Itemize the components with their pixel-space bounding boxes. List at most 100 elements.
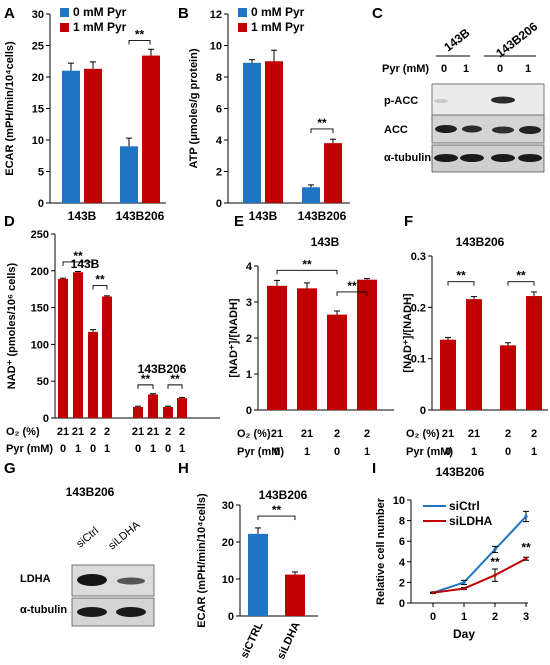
panel-letter-c: C: [372, 5, 383, 22]
bar: [120, 146, 138, 203]
o2-value: 21: [271, 428, 283, 440]
significance-label: **: [95, 273, 105, 287]
pyr-value: 1: [531, 446, 537, 458]
blot-band: [518, 154, 542, 162]
significance-label: **: [170, 372, 180, 386]
bar: [267, 285, 287, 410]
blot-c-pyr-value: 0: [441, 63, 447, 75]
blot-band: [492, 126, 514, 134]
o2-value: 21: [468, 428, 480, 440]
bar: [177, 398, 187, 418]
data-point: [462, 580, 466, 585]
bar: [133, 406, 143, 418]
group-label: 143B: [71, 257, 100, 271]
y-tick-label: 0: [38, 198, 44, 210]
blot-c-row-label: ACC: [384, 124, 408, 136]
pyr-value: 0: [90, 443, 96, 455]
o2-value: 2: [505, 428, 511, 440]
o2-value: 21: [57, 426, 69, 438]
data-point: [524, 557, 528, 561]
blot-c-row-label: p-ACC: [384, 95, 418, 107]
o2-value: 2: [334, 428, 340, 440]
bar: [440, 339, 456, 410]
blot-c-cell-line-2: 143B206: [493, 19, 540, 60]
blot-band: [462, 125, 482, 133]
y-tick-label: 6: [399, 536, 405, 548]
blot-g-title: 143B206: [66, 485, 115, 499]
chart-title: 143B206: [436, 465, 485, 479]
y-tick-label: 0: [228, 611, 234, 623]
significance-label: **: [141, 372, 151, 386]
significance-label: **: [272, 503, 282, 517]
significance-label: **: [73, 249, 83, 263]
o2-value: 2: [90, 426, 96, 438]
y-tick-label: 8: [399, 516, 405, 528]
y-tick-label: 0: [43, 413, 49, 425]
significance-bracket: [137, 384, 154, 389]
y-tick-label: 150: [31, 303, 49, 315]
pyr-value: 1: [104, 443, 110, 455]
y-tick-label: 30: [32, 9, 44, 21]
o2-row-label: O₂ (%): [406, 428, 440, 440]
o2-value: 2: [104, 426, 110, 438]
y-tick-label: 50: [37, 376, 49, 388]
y-tick-label: 0.3: [411, 251, 426, 263]
y-tick-label: 2: [216, 167, 222, 179]
y-tick-label: 20: [32, 72, 44, 84]
panel-letter-h: H: [178, 460, 189, 477]
x-tick-label: 2: [492, 611, 498, 623]
y-axis-label: ATP (μmoles/g protein): [188, 48, 200, 168]
y-tick-label: 4: [216, 135, 223, 147]
pyr-value: 0: [445, 446, 451, 458]
bar: [73, 272, 83, 418]
blot-panel-c: 143B 143B206 Pyr (mM) 0 1 0 1 p-ACC ACC …: [382, 19, 545, 173]
bar: [265, 61, 283, 203]
y-tick-label: 6: [216, 104, 222, 116]
chart-title: 143B206: [259, 488, 308, 502]
group-label: 143B206: [138, 362, 187, 376]
y-tick-label: 100: [31, 339, 49, 351]
data-point: [493, 547, 497, 552]
y-tick-label: 200: [31, 266, 49, 278]
legend-swatch: [238, 23, 247, 32]
bar: [500, 345, 516, 410]
y-tick-label: 0: [399, 598, 405, 610]
pyr-value: 1: [179, 443, 185, 455]
pyr-value: 1: [304, 446, 310, 458]
x-tick-label: 143B206: [116, 209, 165, 223]
panel-letter-b: B: [178, 5, 189, 22]
y-tick-label: 2: [399, 577, 405, 589]
legend-swatch: [60, 23, 69, 32]
pyr-value: 0: [60, 443, 66, 455]
significance-label: **: [516, 269, 526, 283]
pyr-value: 0: [334, 446, 340, 458]
y-tick-label: 4: [399, 557, 406, 569]
bar: [58, 278, 68, 418]
y-tick-label: 0: [246, 405, 252, 417]
significance-label: **: [317, 116, 327, 130]
bar: [243, 62, 261, 204]
significance-label: **: [521, 541, 531, 555]
y-axis-label: ECAR (mPH/min/10⁴cells): [4, 41, 16, 176]
o2-value: 21: [301, 428, 313, 440]
bar: [142, 55, 160, 203]
data-point: [462, 586, 466, 591]
bar: [62, 70, 80, 203]
x-tick-label: 143B: [249, 209, 278, 223]
y-tick-label: 0: [216, 198, 222, 210]
legend-label: 0 mM Pyr: [251, 5, 305, 19]
y-tick-label: 0.1: [411, 354, 426, 366]
blot-band: [116, 607, 146, 617]
y-tick-label: 20: [222, 537, 234, 549]
blot-c-row-label: α-tubulin: [384, 152, 431, 164]
significance-label: **: [456, 269, 466, 283]
blot-band: [434, 154, 458, 162]
o2-row-label: O₂ (%): [237, 428, 271, 440]
o2-value: 21: [147, 426, 159, 438]
legend-label: 1 mM Pyr: [73, 20, 127, 34]
x-tick-label: 3: [523, 611, 529, 623]
y-tick-label: 10: [32, 135, 44, 147]
data-point: [524, 514, 528, 519]
